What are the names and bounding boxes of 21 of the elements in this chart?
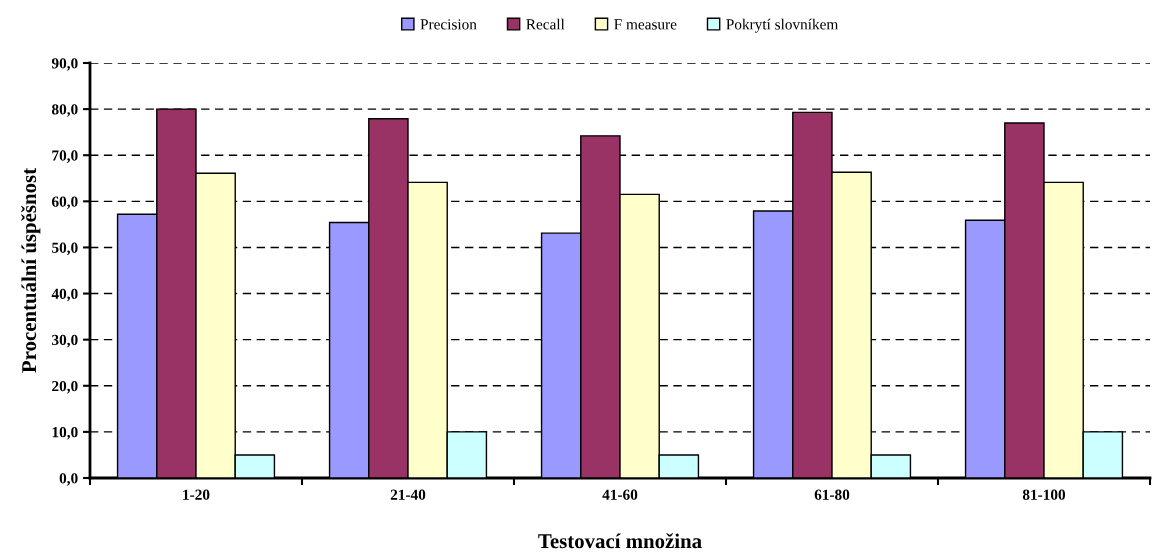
y-tick-label: 60,0: [51, 196, 78, 209]
legend-label: F measure: [614, 19, 677, 30]
y-tick-label: 90,0: [51, 58, 78, 71]
y-tick-label: 10,0: [52, 427, 78, 440]
y-tick-label: 50,0: [52, 242, 78, 256]
y-tick-label: 70,0: [52, 150, 78, 163]
x-axis-title: Testovací množina: [538, 533, 702, 549]
x-tick-label: 21-40: [390, 489, 426, 500]
y-tick-label: 30,0: [52, 334, 78, 348]
y-tick-label: 0,0: [59, 473, 78, 486]
legend-label: Pokrytí slovníkem: [726, 18, 839, 33]
y-tick-label: 20,0: [52, 380, 78, 394]
x-tick-label: 41-60: [602, 489, 638, 500]
legend-label: Recall: [526, 18, 565, 30]
y-tick-label: 40,0: [51, 288, 78, 302]
y-axis-title: Procentuální úspěšnost: [21, 168, 41, 373]
y-tick-label: 80,0: [51, 104, 78, 117]
x-tick-label: 1-20: [183, 489, 210, 500]
x-tick-label: 61-80: [814, 489, 850, 500]
x-tick-label: 81-100: [1022, 489, 1066, 500]
legend-label: Precision: [420, 19, 477, 30]
